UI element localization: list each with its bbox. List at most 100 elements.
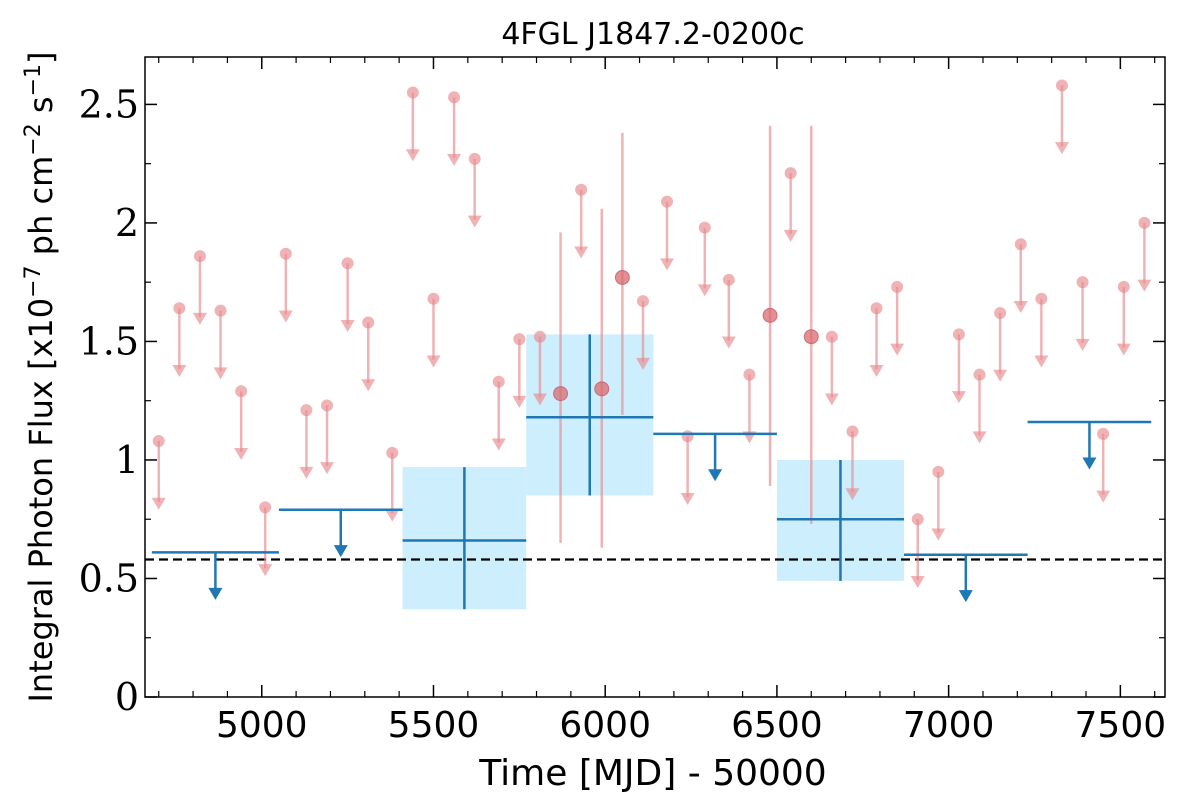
fine-upper-limit-marker [362, 316, 375, 329]
fine-upper-limit-marker [636, 295, 649, 308]
fine-upper-limit-marker [1035, 292, 1048, 305]
fine-upper-limit-arrow [1034, 355, 1049, 368]
fine-upper-limit-arrow [361, 379, 376, 392]
x-tick-label: 5500 [388, 705, 480, 746]
fine-upper-limit-arrow [910, 575, 925, 588]
fine-upper-limit-marker [891, 280, 904, 293]
fine-upper-limit-marker [173, 302, 186, 315]
fine-detection-marker [614, 269, 630, 285]
chart-title: 4FGL J1847.2-0200c [501, 17, 804, 52]
fine-upper-limit-marker [973, 368, 986, 381]
coarse-upper-limit-arrow [1082, 457, 1097, 470]
fine-upper-limit-marker [513, 333, 526, 346]
x-tick-label: 6500 [731, 705, 823, 746]
fine-upper-limit-arrow [1137, 279, 1152, 292]
fine-upper-limit-arrow [931, 528, 946, 541]
x-tick-label: 5000 [216, 705, 308, 746]
fine-upper-limit-marker [492, 375, 505, 388]
fine-upper-limit-marker [743, 368, 756, 381]
fine-upper-limit-arrow [721, 336, 736, 349]
fine-upper-limit-arrow [405, 149, 420, 162]
coarse-upper-limit-arrow [958, 590, 973, 603]
fine-upper-limit-marker [1014, 238, 1027, 251]
y-tick-label: 1 [115, 438, 139, 482]
fine-upper-limit-arrow [467, 215, 482, 228]
fine-upper-limit-arrow [172, 365, 187, 377]
fine-upper-limit-arrow [1075, 338, 1090, 351]
fine-upper-limit-arrow [213, 367, 228, 380]
fine-upper-limit-arrow [972, 431, 987, 444]
fine-upper-limit-marker [1138, 216, 1151, 229]
fine-upper-limit-marker [846, 425, 859, 438]
fine-detection-marker [594, 381, 610, 397]
fine-upper-limit-marker [661, 195, 674, 208]
fine-upper-limit-marker [214, 304, 227, 317]
fine-upper-limit-arrow [680, 493, 695, 505]
y-tick-label: 1.5 [79, 319, 139, 363]
fine-upper-limit-arrow [512, 395, 527, 408]
y-tick-label: 2.5 [79, 82, 139, 126]
fine-upper-limit-arrow [192, 312, 207, 325]
y-axis-label-close: ] [22, 52, 60, 64]
fine-upper-limit-marker [1117, 280, 1130, 293]
fine-upper-limit-marker [300, 404, 313, 417]
y-axis-label-units-2: s [22, 96, 60, 123]
fine-detection-marker [803, 329, 819, 345]
y-axis-label-exponent: −7 [21, 265, 46, 297]
fine-upper-limit-arrow [1054, 142, 1069, 155]
fine-upper-limit-arrow [491, 438, 506, 451]
fine-upper-limit-marker [575, 183, 588, 196]
fine-upper-limit-arrow [340, 319, 355, 332]
fine-upper-limit-arrow [783, 229, 798, 242]
fine-upper-limit-marker [722, 273, 735, 286]
y-axis-label-exponent-2: −2 [21, 123, 46, 155]
y-axis-label-units: ph cm [22, 156, 60, 266]
fine-upper-limit-arrow [890, 343, 905, 356]
y-tick-label: 2 [115, 201, 139, 245]
fine-upper-limit-arrow [426, 355, 441, 368]
fine-upper-limit-marker [427, 292, 440, 305]
fine-upper-limit-arrow [447, 154, 462, 167]
fine-upper-limit-marker [825, 330, 838, 343]
coarse-upper-limit-arrow [708, 469, 723, 482]
y-tick-label: 0 [115, 675, 139, 719]
fine-upper-limit-marker [681, 430, 694, 443]
fine-upper-limit-marker [279, 247, 292, 260]
fine-detection-marker [762, 307, 778, 323]
fine-upper-limit-arrow [951, 391, 966, 404]
fine-upper-limit-marker [341, 257, 354, 270]
coarse-upper-limit-arrow [208, 587, 223, 600]
fine-upper-limit-arrow [234, 447, 249, 460]
fine-upper-limit-marker [152, 435, 165, 447]
fine-detection-marker [553, 386, 569, 402]
x-tick-label: 7500 [1075, 705, 1167, 746]
fine-upper-limit-marker [870, 302, 883, 315]
fine-upper-limit-arrow [151, 497, 166, 510]
fine-upper-limit-arrow [299, 466, 314, 479]
fine-upper-limit-arrow [845, 488, 860, 501]
fine-bin-series [151, 79, 1152, 588]
fine-upper-limit-arrow [532, 393, 547, 406]
fine-upper-limit-arrow [1013, 301, 1028, 313]
x-tick-label: 7000 [903, 705, 995, 746]
fine-upper-limit-arrow [320, 462, 335, 475]
fine-upper-limit-marker [448, 91, 461, 104]
fine-upper-limit-arrow [574, 246, 589, 259]
y-axis-label: Integral Photon Flux [x10−7 ph cm−2 s−1] [21, 52, 60, 703]
fine-upper-limit-marker [911, 513, 924, 526]
fine-upper-limit-marker [994, 307, 1007, 319]
y-tick-label: 0.5 [79, 556, 139, 600]
fine-upper-limit-marker [406, 86, 419, 99]
fine-upper-limit-arrow [385, 509, 400, 522]
fine-upper-limit-marker [1076, 276, 1089, 289]
coarse-bin-series [151, 334, 1152, 610]
coarse-bin-error-boxes [402, 334, 904, 610]
fine-upper-limit-arrow [824, 393, 839, 406]
fine-upper-limit-arrow [278, 310, 293, 323]
axis-ticks: 5000 5500 6000 6500 7000 7500 0 0.5 1 1.5 2 2.5 [79, 57, 1167, 746]
fine-upper-limit-marker [1097, 427, 1110, 440]
fine-upper-limit-arrow [869, 365, 884, 377]
fine-upper-limit-arrow [258, 564, 273, 577]
fine-upper-limit-marker [259, 501, 272, 514]
